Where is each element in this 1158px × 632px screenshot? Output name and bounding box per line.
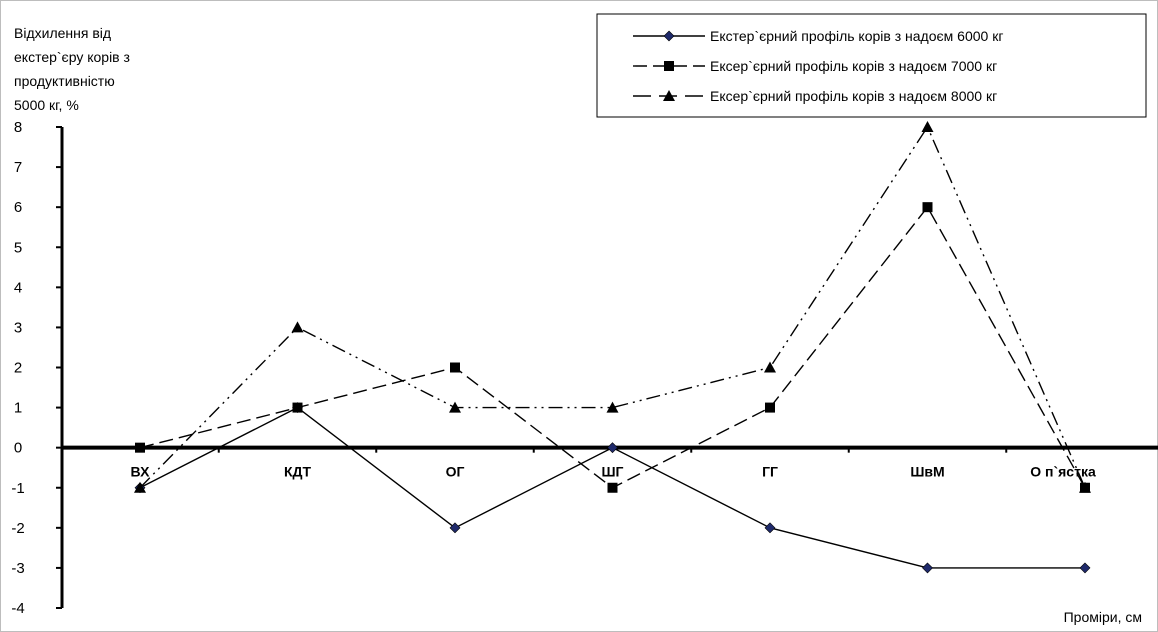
data-point-square xyxy=(922,202,933,213)
y-tick-label: 7 xyxy=(14,159,22,176)
y-tick-label: -1 xyxy=(11,480,24,497)
data-point-square xyxy=(292,402,303,413)
y-axis-title-line-1: Відхилення від xyxy=(14,25,111,41)
data-point-triangle xyxy=(921,121,934,132)
series-group xyxy=(134,121,1091,574)
data-point-triangle xyxy=(134,481,146,493)
legend-box xyxy=(596,13,1147,118)
y-tick-label: -2 xyxy=(11,520,24,537)
data-point-triangle xyxy=(449,401,461,413)
y-tick-label: 0 xyxy=(14,440,22,457)
data-point-square xyxy=(450,362,460,373)
data-point-triangle xyxy=(764,361,776,373)
y-tick-label: 5 xyxy=(14,239,22,256)
y-tick-label: 3 xyxy=(14,319,22,336)
legend-item-2: Ексер`єрний профіль корів з надоєм 7000 … xyxy=(633,58,997,74)
x-category-label: ВХ xyxy=(131,464,151,480)
y-axis-title-line-3: продуктивністю xyxy=(14,73,115,89)
data-point-triangle xyxy=(1079,481,1091,493)
x-axis-title: Проміри, см xyxy=(1064,609,1142,625)
y-tick-label: -4 xyxy=(11,600,24,617)
y-tick-label: 8 xyxy=(14,119,22,136)
x-category-label: О п`ястка xyxy=(1030,464,1096,480)
y-axis-title-line-2: екстер`єру корів з xyxy=(14,49,130,65)
y-tick-label: 1 xyxy=(14,400,22,417)
data-point-square xyxy=(664,61,674,71)
x-category-label: ШвМ xyxy=(910,464,944,480)
data-point-triangle xyxy=(291,321,304,333)
legend-label: Ексер`єрний профіль корів з надоєм 7000 … xyxy=(710,58,997,74)
y-tick-label: 6 xyxy=(14,199,22,216)
data-point-diamond xyxy=(1079,562,1091,574)
data-point-square xyxy=(607,482,618,493)
data-point-square xyxy=(765,402,775,413)
legend-label: Екстер`єрний профіль корів з надоєм 6000… xyxy=(710,28,1003,44)
y-tick-label: 4 xyxy=(14,279,22,296)
legend-item-3: Ексер`єрний профіль корів з надоєм 8000 … xyxy=(633,88,997,104)
data-point-triangle xyxy=(606,401,619,413)
data-point-diamond xyxy=(449,522,461,534)
x-category-label: ШГ xyxy=(601,464,623,480)
y-axis-title: Відхилення від екстер`єру корів з продук… xyxy=(14,25,130,113)
y-tick-label: -3 xyxy=(11,560,24,577)
legend-label: Ексер`єрний профіль корів з надоєм 8000 … xyxy=(710,88,997,104)
y-axis: -4 -3 -2 -1 0 1 2 3 4 5 6 7 8 xyxy=(11,119,64,617)
x-category-label: ГГ xyxy=(762,464,778,480)
data-point-square xyxy=(135,442,145,453)
y-tick-label: 2 xyxy=(14,360,22,377)
x-category-label: КДТ xyxy=(284,464,312,480)
y-axis-title-line-4: 5000 кг, % xyxy=(14,97,79,113)
data-point-diamond xyxy=(607,442,618,454)
legend-items: Екстер`єрний профіль корів з надоєм 6000… xyxy=(633,28,1003,104)
data-point-triangle xyxy=(663,90,675,101)
series-3 xyxy=(134,121,1091,493)
data-point-diamond xyxy=(764,522,776,534)
legend-item-1: Екстер`єрний профіль корів з надоєм 6000… xyxy=(633,28,1003,44)
legend: Екстер`єрний профіль корів з надоєм 6000… xyxy=(596,13,1147,118)
data-point-diamond xyxy=(663,30,675,42)
data-point-diamond xyxy=(922,562,933,574)
x-category-label: ОГ xyxy=(446,464,465,480)
